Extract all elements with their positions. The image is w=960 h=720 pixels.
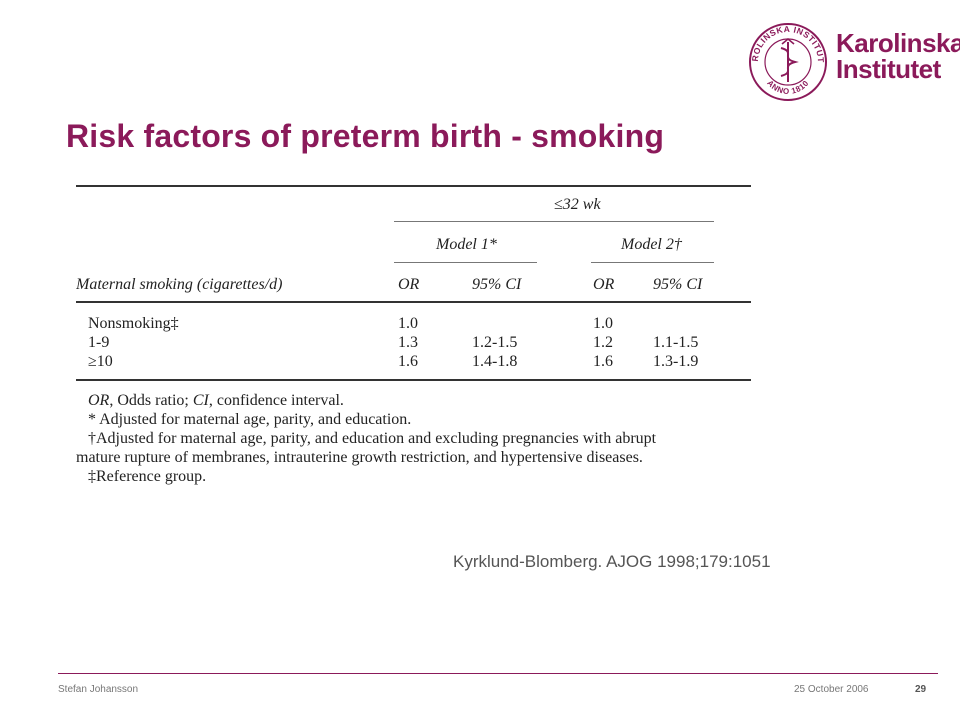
row-header: Maternal smoking (cigarettes/d) xyxy=(76,276,283,293)
row-or2: 1.6 xyxy=(593,353,613,370)
footnote-model2-cont: mature rupture of membranes, intrauterin… xyxy=(76,449,643,466)
footer-author: Stefan Johansson xyxy=(58,684,139,695)
col-ci-1: 95% CI xyxy=(472,276,522,293)
col-ci-2: 95% CI xyxy=(653,276,703,293)
row-ci1: 1.4-1.8 xyxy=(472,353,518,370)
row-ci2: 1.1-1.5 xyxy=(653,334,699,351)
footnote-model2: †Adjusted for maternal age, parity, and … xyxy=(88,430,657,447)
col-or-2: OR xyxy=(593,276,615,293)
row-label: Nonsmoking‡ xyxy=(88,315,179,332)
footer-divider xyxy=(58,673,938,674)
footnote-model1: * Adjusted for maternal age, parity, and… xyxy=(88,411,412,428)
row-or1: 1.3 xyxy=(398,334,418,351)
footnote-reference: ‡Reference group. xyxy=(88,468,207,485)
header-rule xyxy=(76,301,751,303)
footnote-or-def: , Odds ratio; xyxy=(109,392,193,409)
row-or1: 1.6 xyxy=(398,353,418,370)
row-or2: 1.2 xyxy=(593,334,613,351)
slide-title: Risk factors of preterm birth - smoking xyxy=(66,118,665,154)
karolinska-logo: KAROLINSKA INSTITUTET ANNO 1810 xyxy=(745,14,938,102)
brand-wordmark: Karolinska Institutet xyxy=(836,30,960,82)
col-or-1: OR xyxy=(398,276,420,293)
data-table: ≤32 wk Model 1* Model 2† Maternal smokin… xyxy=(76,184,751,494)
row-label: 1-9 xyxy=(88,334,110,351)
row-or1: 1.0 xyxy=(398,315,418,332)
row-label: ≥10 xyxy=(88,353,113,370)
footer-date: 25 October 2006 xyxy=(794,684,869,695)
brand-name-line2: Institutet xyxy=(836,54,941,84)
model2-rule xyxy=(591,262,714,263)
row-ci2: 1.3-1.9 xyxy=(653,353,699,370)
model1-header: Model 1* xyxy=(436,236,497,253)
footnote-ci: CI xyxy=(192,392,209,409)
footnote-ci-def: , confidence interval. xyxy=(208,392,344,409)
group-rule xyxy=(394,221,714,222)
seal-icon: KAROLINSKA INSTITUTET ANNO 1810 xyxy=(745,14,827,101)
table-bottom-rule xyxy=(76,379,751,381)
table-top-rule xyxy=(76,185,751,187)
row-or2: 1.0 xyxy=(593,315,613,332)
brand-name-line1: Karolinska xyxy=(836,28,960,58)
footnote-abbreviations: OR, Odds ratio; CI, confidence interval. xyxy=(88,392,344,410)
group-header: ≤32 wk xyxy=(554,196,601,213)
page-number: 29 xyxy=(915,684,927,695)
citation: Kyrklund-Blomberg. AJOG 1998;179:1051 xyxy=(453,552,771,571)
row-ci1: 1.2-1.5 xyxy=(472,334,518,351)
footnote-or: OR xyxy=(88,392,110,409)
model2-header: Model 2† xyxy=(621,236,682,253)
model1-rule xyxy=(394,262,537,263)
